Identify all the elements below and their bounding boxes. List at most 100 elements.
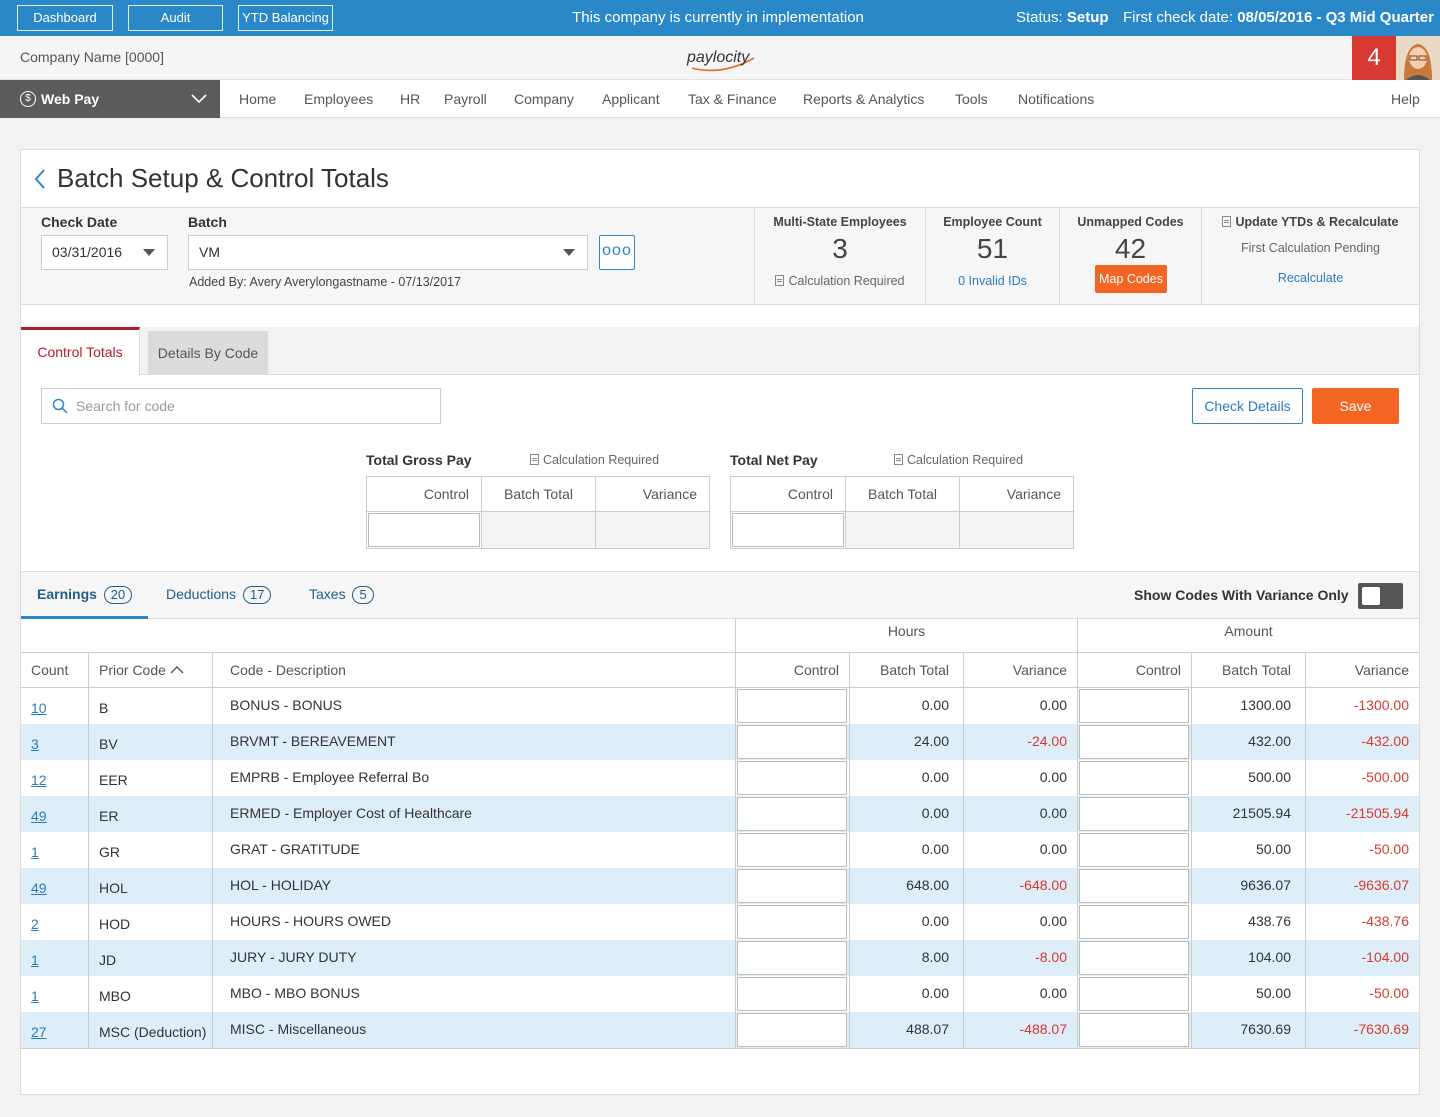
- amount-control-input[interactable]: [1079, 797, 1189, 831]
- audit-button[interactable]: Audit: [128, 5, 223, 31]
- grid-bottom-border: [21, 1048, 1419, 1049]
- hours-variance-cell: 0.00: [963, 688, 1077, 724]
- hours-control-header: Control: [735, 653, 849, 688]
- company-bar: Company Name [0000] paylocity 4: [0, 36, 1440, 80]
- tab-control-totals[interactable]: Control Totals: [21, 327, 140, 376]
- tab-details-by-code[interactable]: Details By Code: [148, 331, 268, 375]
- table-row: 1 GR GRAT - GRATITUDE 0.00 0.00 50.00 -50.00: [21, 832, 1419, 868]
- count-cell: 49: [21, 868, 88, 904]
- hours-variance-cell: 0.00: [963, 796, 1077, 832]
- ytd-balancing-button[interactable]: YTD Balancing: [238, 5, 333, 31]
- notification-count-badge[interactable]: 4: [1352, 36, 1396, 80]
- code-description-cell: GRAT - GRATITUDE: [212, 832, 735, 868]
- hours-control-input[interactable]: [737, 905, 847, 939]
- count-link[interactable]: 27: [31, 1024, 47, 1040]
- count-link[interactable]: 1: [31, 952, 39, 968]
- invalid-ids-link[interactable]: 0 Invalid IDs: [958, 274, 1027, 288]
- amount-control-cell: [1077, 724, 1191, 760]
- count-link[interactable]: 2: [31, 916, 39, 932]
- batch-select[interactable]: VM: [188, 235, 588, 270]
- taxes-count-badge: 5: [352, 586, 374, 604]
- earnings-label: Earnings: [37, 586, 97, 602]
- net-batch-total-header: Batch Total: [846, 477, 960, 512]
- hours-control-input[interactable]: [737, 833, 847, 867]
- map-codes-button[interactable]: Map Codes: [1095, 265, 1167, 293]
- tab-earnings[interactable]: Earnings 20: [21, 572, 148, 619]
- hours-control-input[interactable]: [737, 725, 847, 759]
- search-input[interactable]: [76, 390, 436, 422]
- recalculate-link[interactable]: Recalculate: [1277, 271, 1344, 285]
- gross-control-input[interactable]: [368, 513, 480, 547]
- count-cell: 2: [21, 904, 88, 940]
- count-cell: 49: [21, 796, 88, 832]
- count-link[interactable]: 12: [31, 772, 47, 788]
- count-link[interactable]: 1: [31, 844, 39, 860]
- company-name[interactable]: Company Name [0000]: [20, 49, 164, 65]
- net-variance-cell: [960, 512, 1073, 548]
- dashboard-button[interactable]: Dashboard: [17, 5, 113, 31]
- hours-control-input[interactable]: [737, 977, 847, 1011]
- nav-help[interactable]: Help: [1391, 91, 1420, 107]
- nav-home[interactable]: Home: [239, 91, 277, 107]
- hours-control-input[interactable]: [737, 761, 847, 795]
- amount-control-cell: [1077, 832, 1191, 868]
- amount-control-input[interactable]: [1079, 1013, 1189, 1047]
- check-details-button[interactable]: Check Details: [1192, 388, 1303, 424]
- prior-code-column-header[interactable]: Prior Code: [88, 653, 212, 688]
- back-chevron-icon[interactable]: [33, 168, 47, 190]
- count-link[interactable]: 49: [31, 880, 47, 896]
- batch-more-options-button[interactable]: ooo: [599, 235, 635, 270]
- hours-variance-cell: 0.00: [963, 976, 1077, 1012]
- save-button[interactable]: Save: [1312, 388, 1399, 424]
- amount-control-input[interactable]: [1079, 761, 1189, 795]
- tab-deductions[interactable]: Deductions 17: [166, 572, 272, 619]
- nav-tax-finance[interactable]: Tax & Finance: [688, 91, 777, 107]
- amount-batch-total-cell: 1300.00: [1191, 688, 1305, 724]
- table-row: 12 EER EMPRB - Employee Referral Bo 0.00 0.0…: [21, 760, 1419, 796]
- code-description-column-header[interactable]: Code - Description: [212, 653, 735, 688]
- nav-reports-analytics[interactable]: Reports & Analytics: [803, 91, 925, 107]
- amount-control-input[interactable]: [1079, 905, 1189, 939]
- nav-hr[interactable]: HR: [400, 91, 421, 107]
- count-link[interactable]: 10: [31, 700, 47, 716]
- prior-code-cell: MBO: [88, 976, 212, 1012]
- variance-only-toggle[interactable]: [1358, 583, 1403, 609]
- amount-control-input[interactable]: [1079, 725, 1189, 759]
- nav-tools[interactable]: Tools: [955, 91, 988, 107]
- amount-control-input[interactable]: [1079, 833, 1189, 867]
- unmapped-codes-stat: Unmapped Codes 42 Map Codes: [1059, 208, 1201, 304]
- amount-control-input[interactable]: [1079, 941, 1189, 975]
- code-description-cell: ERMED - Employer Cost of Healthcare: [212, 796, 735, 832]
- tab-taxes[interactable]: Taxes 5: [309, 572, 374, 619]
- amount-control-input[interactable]: [1079, 689, 1189, 723]
- nav-applicant[interactable]: Applicant: [602, 91, 660, 107]
- count-column-header[interactable]: Count: [21, 653, 88, 688]
- hours-control-cell: [735, 940, 849, 976]
- check-date-select[interactable]: 03/31/2016: [41, 235, 168, 270]
- hours-control-input[interactable]: [737, 689, 847, 723]
- amount-variance-header: Variance: [1305, 653, 1419, 688]
- count-cell: 10: [21, 688, 88, 724]
- nav-employees[interactable]: Employees: [304, 91, 374, 107]
- count-link[interactable]: 1: [31, 988, 39, 1004]
- net-control-input[interactable]: [732, 513, 844, 547]
- hours-control-input[interactable]: [737, 941, 847, 975]
- web-pay-product-switcher[interactable]: $ Web Pay: [0, 80, 220, 118]
- hours-control-input[interactable]: [737, 797, 847, 831]
- nav-notifications[interactable]: Notifications: [1018, 91, 1095, 107]
- user-avatar[interactable]: [1396, 36, 1440, 80]
- toggle-knob: [1362, 587, 1380, 605]
- hours-control-input[interactable]: [737, 1013, 847, 1047]
- amount-variance-cell: -432.00: [1305, 724, 1419, 760]
- hours-control-input[interactable]: [737, 869, 847, 903]
- code-search: [41, 388, 441, 424]
- gross-batch-total-cell: [482, 512, 596, 548]
- prior-code-cell: BV: [88, 724, 212, 760]
- paylocity-logo[interactable]: paylocity: [686, 44, 758, 74]
- nav-company[interactable]: Company: [514, 91, 574, 107]
- count-link[interactable]: 3: [31, 736, 39, 752]
- count-link[interactable]: 49: [31, 808, 47, 824]
- nav-payroll[interactable]: Payroll: [444, 91, 487, 107]
- amount-control-input[interactable]: [1079, 977, 1189, 1011]
- amount-control-input[interactable]: [1079, 869, 1189, 903]
